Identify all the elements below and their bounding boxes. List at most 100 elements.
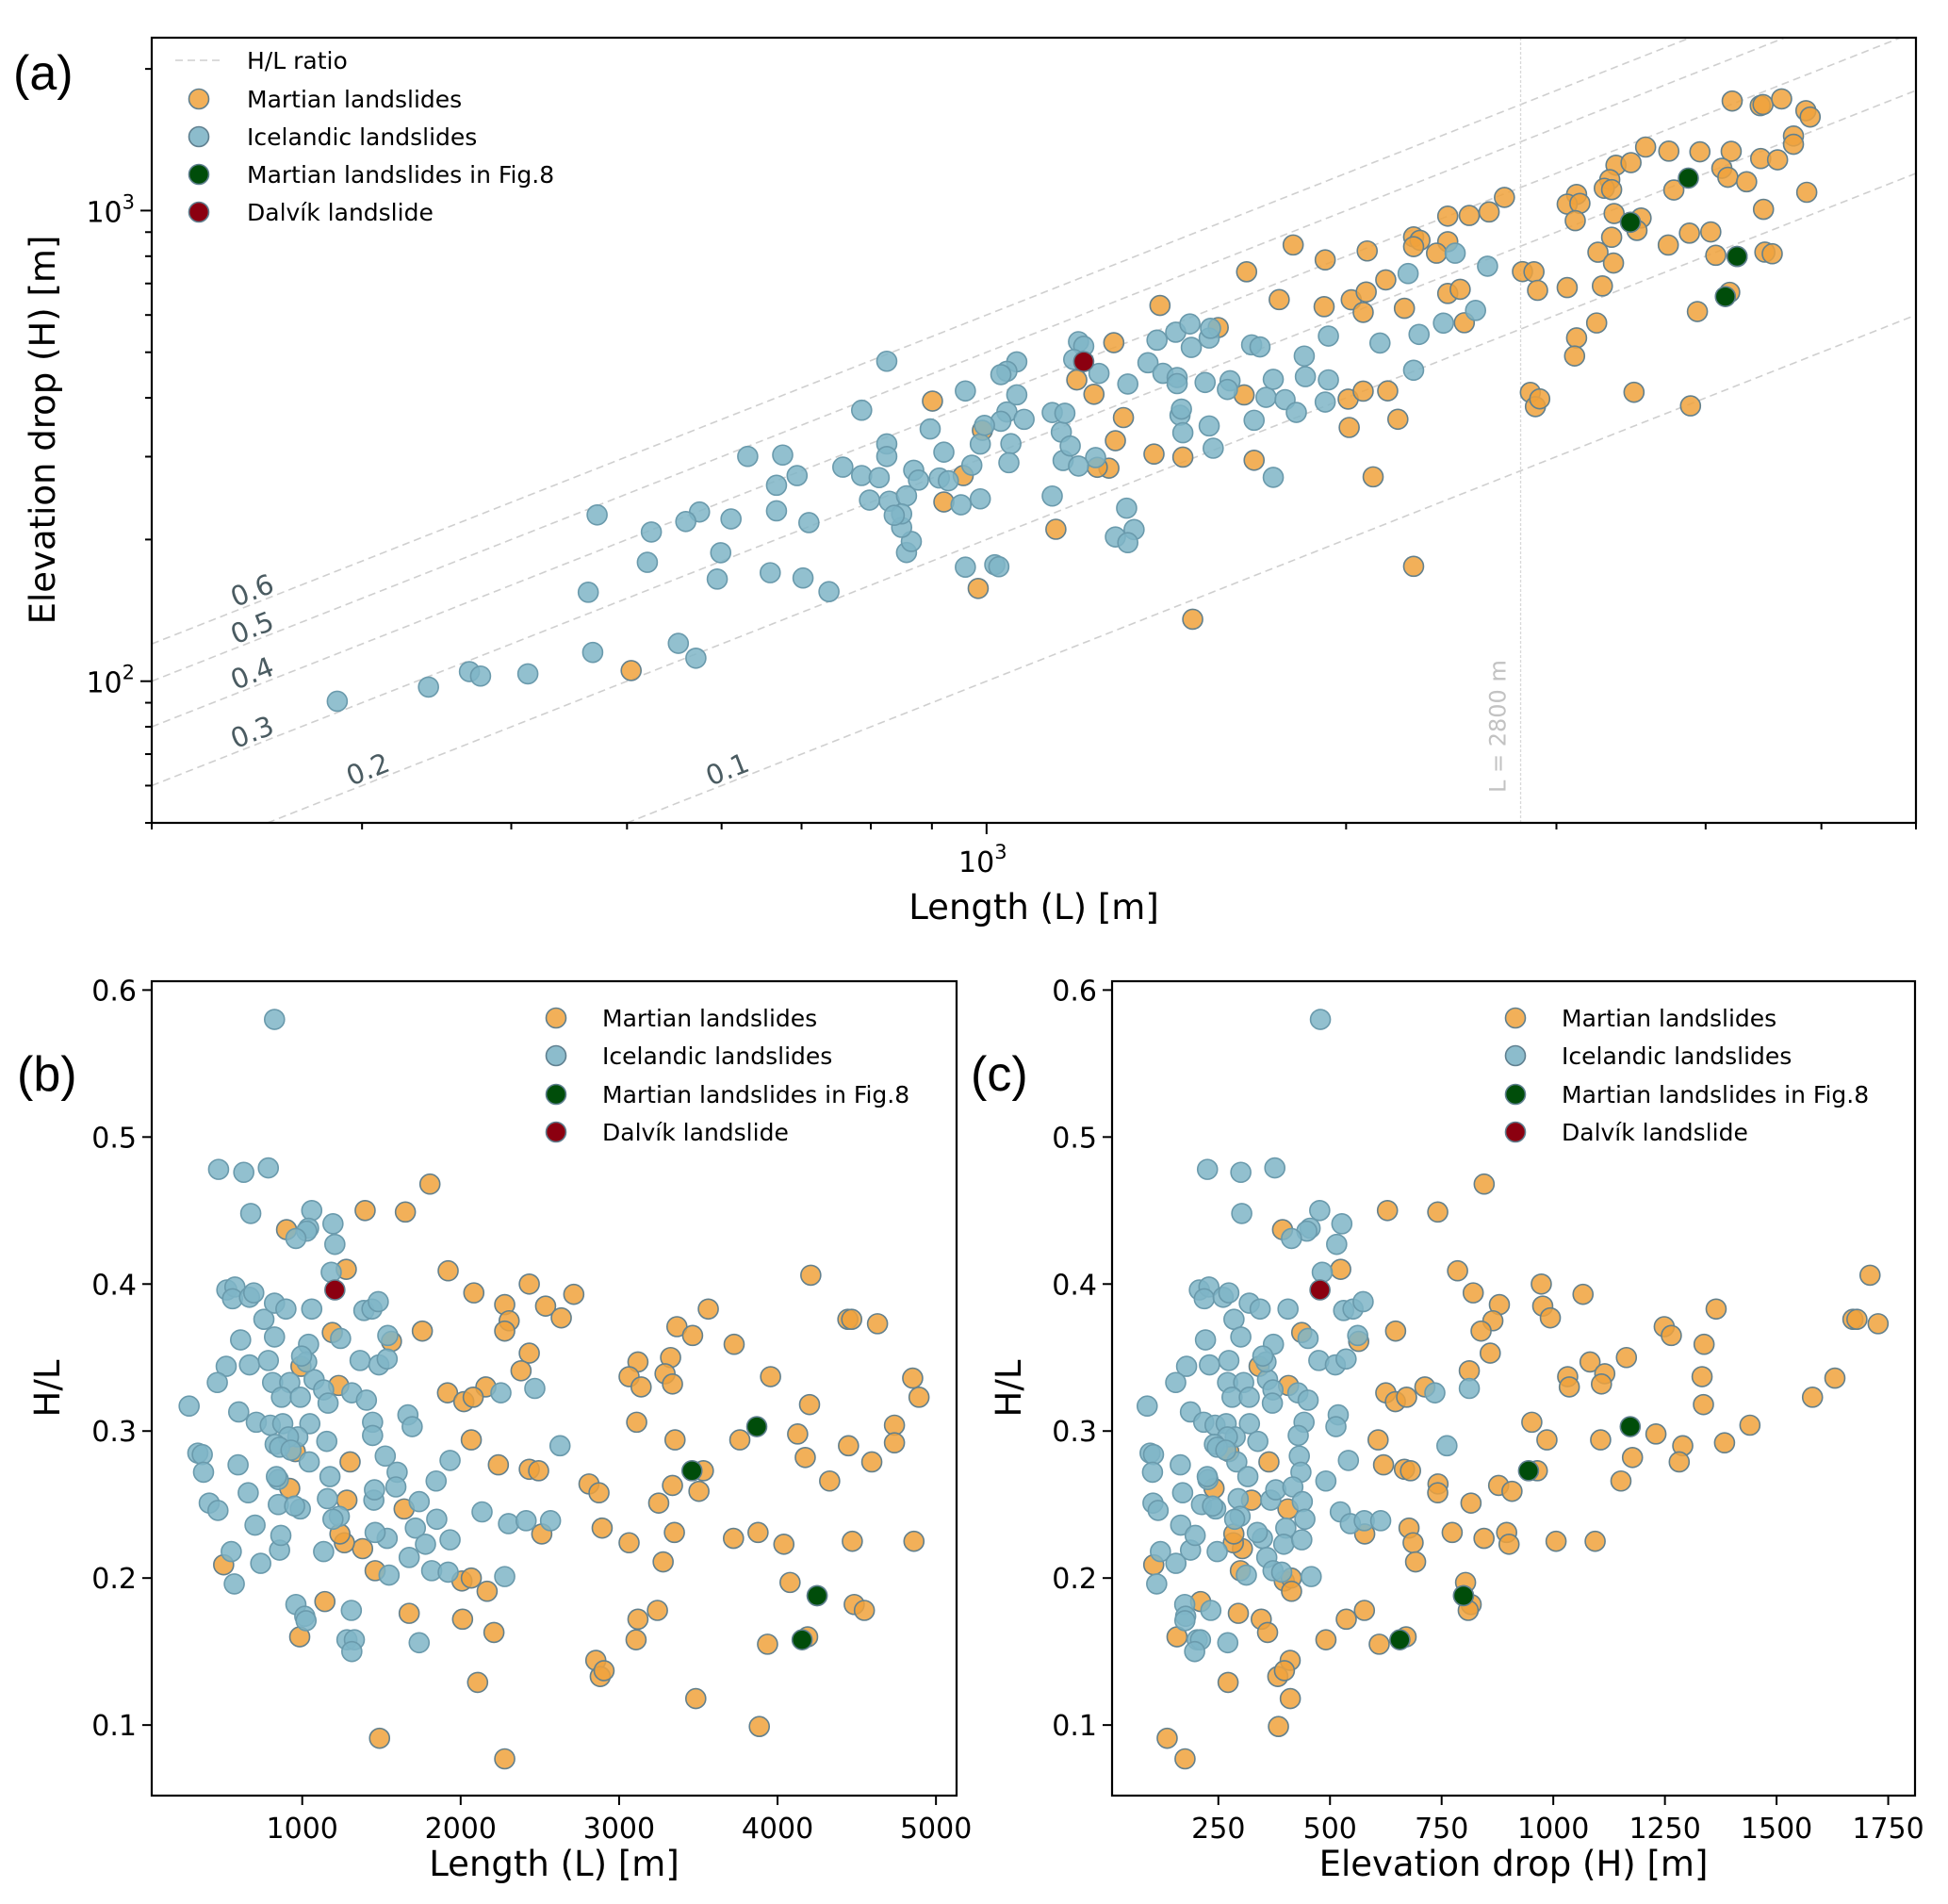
point-martian xyxy=(618,1532,640,1554)
point-icelandic xyxy=(1458,1377,1481,1400)
point-martian xyxy=(1256,1621,1279,1644)
ratio-line-label: 0.3 xyxy=(226,709,278,755)
point-dalvik xyxy=(1309,1279,1331,1301)
point-martian xyxy=(1402,1532,1424,1554)
point-icelandic xyxy=(1180,336,1203,358)
point-martian xyxy=(339,1451,361,1473)
point-icelandic xyxy=(1196,1466,1219,1487)
point-martian xyxy=(1282,234,1304,256)
ticks-c: 250 500 750 1000 1250 1500 1750 0.1 0.2 0.3 0.4 0.5… xyxy=(1052,975,1923,1846)
point-martian xyxy=(626,1411,647,1434)
point-martian xyxy=(314,1590,336,1613)
point-icelandic xyxy=(1117,373,1139,395)
point-icelandic xyxy=(581,641,604,664)
point-martian xyxy=(1393,297,1416,320)
point-icelandic xyxy=(340,1600,363,1621)
point-icelandic xyxy=(408,1490,431,1513)
point-icelandic xyxy=(1294,366,1317,387)
point-martian xyxy=(697,1298,719,1321)
point-icelandic xyxy=(1170,1514,1192,1536)
point-icelandic xyxy=(385,1476,407,1498)
panel-c: (c) 250 500 750 1000 1250 1500 1750 0.1 0.2 0.3 0.… xyxy=(971,975,1924,1884)
point-icelandic xyxy=(285,1227,307,1250)
point-martian xyxy=(1536,1429,1558,1451)
point-martian xyxy=(794,1446,816,1469)
point-martian xyxy=(591,1517,614,1539)
legend-marker-martian xyxy=(545,1007,567,1029)
point-icelandic xyxy=(1215,1439,1236,1461)
reference-line-label: L = 2800 m xyxy=(1485,660,1512,793)
point-martian xyxy=(1867,1313,1890,1335)
point-icelandic xyxy=(1041,484,1063,507)
point-martian xyxy=(1565,327,1588,349)
point-martian xyxy=(967,577,990,599)
point-icelandic xyxy=(191,1443,213,1466)
legend-marker-icelandic xyxy=(1504,1044,1527,1067)
legend-label-icelandic: Icelandic landslides xyxy=(602,1042,832,1070)
point-icelandic xyxy=(1194,1329,1217,1351)
point-martian xyxy=(1610,1469,1632,1492)
point-icelandic xyxy=(233,1161,254,1184)
point-icelandic xyxy=(498,1513,519,1535)
point-martian xyxy=(853,1600,876,1621)
point-icelandic xyxy=(227,1453,249,1476)
legend-label-dalvik: Dalvík landslide xyxy=(602,1119,789,1146)
point-martian xyxy=(352,1537,374,1560)
point-martian xyxy=(1171,446,1194,468)
point-martian xyxy=(1352,302,1374,323)
panel-b-label: (b) xyxy=(17,1047,77,1102)
point-icelandic xyxy=(1175,1355,1198,1377)
point-martian xyxy=(483,1621,505,1644)
point-icelandic xyxy=(364,1521,386,1544)
point-martian xyxy=(1227,1602,1250,1624)
point-martian xyxy=(647,1492,670,1514)
point-martian xyxy=(663,1429,686,1451)
point-icelandic xyxy=(765,474,788,497)
legend-marker-fig8 xyxy=(188,163,210,186)
x-tick-label-1000: 103 xyxy=(958,841,1007,879)
point-martian xyxy=(1494,187,1515,208)
y-tick-label-100: 102 xyxy=(86,662,135,700)
point-martian xyxy=(922,390,943,412)
point-martian xyxy=(1149,294,1171,317)
x-tick-label: 1750 xyxy=(1852,1813,1923,1846)
point-martian xyxy=(647,1600,668,1621)
point-icelandic xyxy=(706,568,728,590)
point-icelandic xyxy=(832,456,854,478)
point-icelandic xyxy=(908,469,929,491)
point-martian xyxy=(460,1567,483,1589)
point-icelandic xyxy=(1246,1521,1269,1544)
point-martian xyxy=(1693,1393,1714,1416)
point-icelandic xyxy=(1249,336,1271,358)
point-icelandic xyxy=(408,1632,431,1654)
point-icelandic xyxy=(1264,1157,1286,1179)
point-icelandic xyxy=(490,1382,512,1403)
point-icelandic xyxy=(1141,1461,1164,1484)
point-martian xyxy=(860,1451,883,1473)
point-martian xyxy=(1174,1748,1196,1770)
point-martian xyxy=(451,1608,474,1631)
point-icelandic xyxy=(988,555,1010,578)
point-icelandic xyxy=(1227,1487,1250,1510)
ratio-line-0.1 xyxy=(627,314,1917,824)
point-icelandic xyxy=(895,484,918,507)
point-martian xyxy=(1314,249,1336,271)
point-icelandic xyxy=(1325,1416,1347,1437)
point-icelandic xyxy=(330,1327,352,1350)
point-martian xyxy=(866,1313,889,1335)
point-martian xyxy=(1531,1272,1552,1295)
point-icelandic xyxy=(1200,318,1221,339)
point-icelandic xyxy=(868,467,891,489)
point-icelandic xyxy=(524,1377,546,1400)
point-martian xyxy=(1782,133,1805,156)
point-martian xyxy=(1621,1446,1644,1469)
point-icelandic xyxy=(1085,447,1106,468)
x-tick-label: 500 xyxy=(1303,1813,1357,1846)
x-tick-label: 5000 xyxy=(900,1813,972,1846)
point-icelandic xyxy=(415,1534,436,1555)
point-martian xyxy=(779,1571,801,1594)
point-martian xyxy=(800,1264,822,1287)
panel-a: (a) 0.10.20.30.40.50.6 L = 2800 m 102 10… xyxy=(13,36,1918,927)
point-martian xyxy=(1258,1451,1280,1473)
